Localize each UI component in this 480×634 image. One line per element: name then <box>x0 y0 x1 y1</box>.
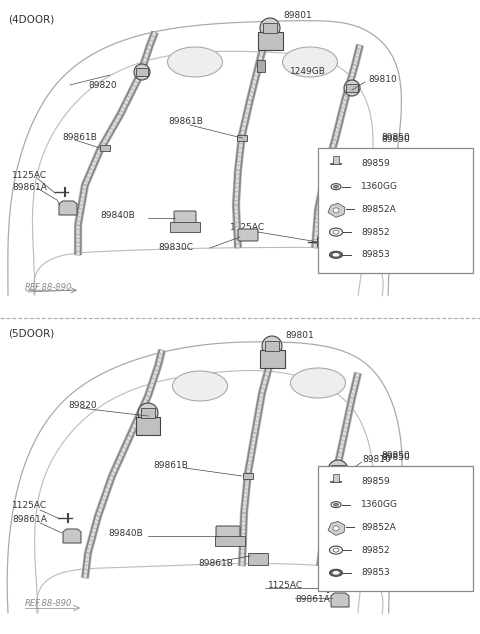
Text: (5DOOR): (5DOOR) <box>8 328 54 338</box>
Text: REF.88-890: REF.88-890 <box>25 598 72 607</box>
Ellipse shape <box>334 185 338 188</box>
Bar <box>333 474 339 482</box>
Ellipse shape <box>172 371 228 401</box>
Ellipse shape <box>328 460 348 480</box>
Polygon shape <box>59 201 77 215</box>
Bar <box>257 60 265 72</box>
Ellipse shape <box>333 208 339 213</box>
Text: 89850: 89850 <box>381 451 410 460</box>
Ellipse shape <box>329 569 343 576</box>
Polygon shape <box>328 521 345 535</box>
Text: 1125AC: 1125AC <box>230 224 265 233</box>
Polygon shape <box>63 529 81 543</box>
Polygon shape <box>331 593 349 607</box>
Bar <box>260 350 285 368</box>
Text: 89861A: 89861A <box>12 515 47 524</box>
Text: (4DOOR): (4DOOR) <box>8 14 54 24</box>
Text: 89861A: 89861A <box>345 243 380 252</box>
Ellipse shape <box>331 184 341 190</box>
Bar <box>258 32 283 50</box>
Bar <box>331 465 345 475</box>
Bar <box>136 417 160 435</box>
Text: 89853: 89853 <box>361 568 390 578</box>
Text: 1360GG: 1360GG <box>361 182 398 191</box>
Bar <box>347 84 358 92</box>
Text: 1125AC: 1125AC <box>268 581 303 590</box>
Ellipse shape <box>262 336 282 356</box>
Text: REF.88-890: REF.88-890 <box>25 283 72 292</box>
FancyBboxPatch shape <box>174 211 196 225</box>
Ellipse shape <box>290 368 346 398</box>
Ellipse shape <box>329 228 343 236</box>
Text: 89801: 89801 <box>283 11 312 20</box>
Text: 89859: 89859 <box>361 159 390 169</box>
Ellipse shape <box>283 47 337 77</box>
FancyBboxPatch shape <box>216 526 240 540</box>
Text: 1125AC: 1125AC <box>12 171 47 179</box>
Text: 89850: 89850 <box>381 135 410 144</box>
Ellipse shape <box>333 571 339 574</box>
Bar <box>215 536 245 546</box>
Text: 89861B: 89861B <box>168 117 203 127</box>
Ellipse shape <box>138 403 158 423</box>
Text: 89810: 89810 <box>368 75 397 84</box>
Text: 89861A: 89861A <box>12 183 47 193</box>
Text: 89861B: 89861B <box>153 462 188 470</box>
Text: 89820: 89820 <box>88 81 117 89</box>
Bar <box>318 148 473 273</box>
Ellipse shape <box>260 18 280 38</box>
Ellipse shape <box>134 64 150 80</box>
Ellipse shape <box>333 526 339 531</box>
Ellipse shape <box>334 503 338 506</box>
Text: 1125AC: 1125AC <box>12 501 47 510</box>
Bar <box>237 135 247 141</box>
Text: 89840B: 89840B <box>108 529 143 538</box>
FancyBboxPatch shape <box>238 229 258 241</box>
Bar <box>326 474 350 492</box>
Text: 89861B: 89861B <box>62 134 97 143</box>
Text: 89852: 89852 <box>361 228 390 236</box>
Text: 89801: 89801 <box>285 332 314 340</box>
Text: 89852A: 89852A <box>361 205 396 214</box>
Bar <box>265 341 279 351</box>
Ellipse shape <box>344 80 360 96</box>
Ellipse shape <box>333 548 339 552</box>
Text: 89861B: 89861B <box>198 559 233 567</box>
Text: 89852: 89852 <box>361 546 390 555</box>
Text: 89852A: 89852A <box>361 523 396 532</box>
Ellipse shape <box>333 230 339 234</box>
Bar <box>170 222 200 232</box>
Text: 89853: 89853 <box>361 250 390 259</box>
Text: 89850: 89850 <box>381 133 410 142</box>
Text: 89861A: 89861A <box>295 595 330 604</box>
Bar <box>141 408 155 418</box>
Bar <box>100 145 110 151</box>
Bar <box>253 553 263 559</box>
Ellipse shape <box>331 501 341 508</box>
Text: 1360GG: 1360GG <box>361 500 398 509</box>
Ellipse shape <box>329 251 343 258</box>
Ellipse shape <box>168 47 223 77</box>
Bar <box>263 23 277 33</box>
Text: 1249GB: 1249GB <box>290 67 326 77</box>
Text: 89810: 89810 <box>362 455 391 465</box>
Bar <box>333 156 339 164</box>
Bar <box>318 466 473 591</box>
Bar <box>136 68 148 76</box>
Text: 89840B: 89840B <box>100 210 135 219</box>
Text: 89850: 89850 <box>381 453 410 462</box>
Text: 89830C: 89830C <box>158 243 193 252</box>
Text: 89820: 89820 <box>68 401 96 410</box>
Bar <box>248 553 268 565</box>
Ellipse shape <box>329 546 343 554</box>
Polygon shape <box>319 251 337 265</box>
Polygon shape <box>328 204 345 217</box>
Bar <box>243 473 253 479</box>
Text: 89859: 89859 <box>361 477 390 486</box>
Ellipse shape <box>333 253 339 257</box>
